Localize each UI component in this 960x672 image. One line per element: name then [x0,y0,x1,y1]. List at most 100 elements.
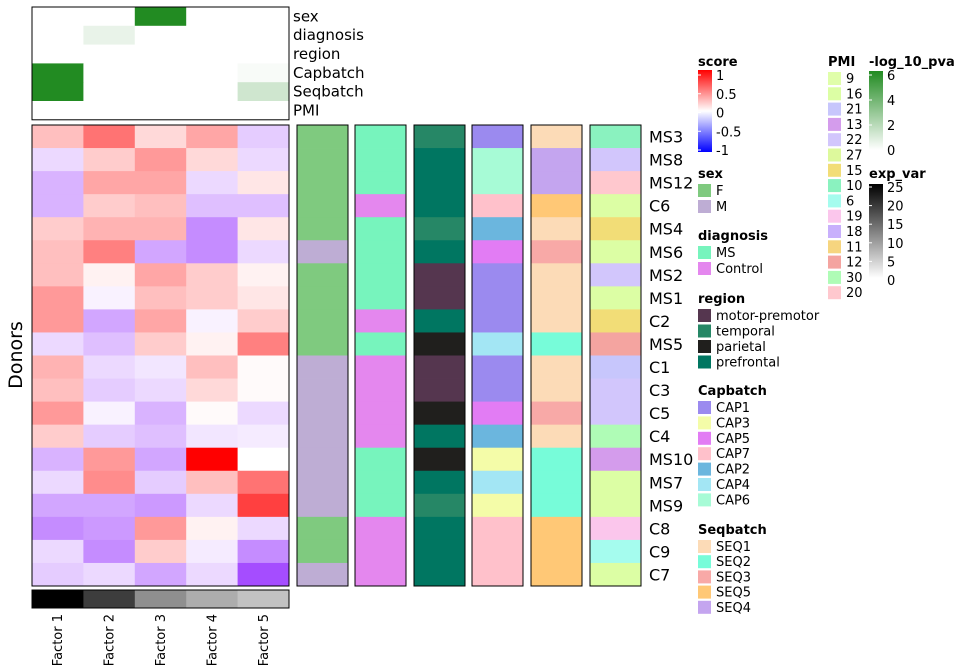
meta-cell-seqbatch [531,447,582,472]
donor-label: C8 [649,519,670,538]
score-cell [134,217,187,241]
legend-item-label: CAP2 [716,463,750,478]
meta-border [354,124,407,587]
legend-item-label: F [716,184,723,199]
score-cell [186,240,238,264]
score-cell [32,263,84,287]
meta-cell-region [414,286,465,310]
legend-item-label: M [716,200,727,215]
meta-cell-sex [297,309,348,333]
legend-tick-label: 1 [716,69,724,84]
factor-label: Factor 3 [154,614,169,666]
legend-item-label: 6 [846,194,854,209]
legend-swatch [828,255,841,269]
meta-cell-pmi [590,194,641,218]
score-cell [32,562,84,587]
score-cell [186,470,238,495]
score-cell [237,286,290,310]
score-cell [32,401,84,426]
meta-cell-capbatch [472,355,523,379]
legend-tick-label: 2 [887,119,895,134]
meta-cell-region [414,332,465,356]
legend-item-label: 20 [846,286,863,301]
score-cell [32,194,84,218]
score-cell [134,332,187,356]
meta-cell-sex [297,539,348,564]
score-cell [134,240,187,264]
metadata-tracks: MS3 MS8 MS12 C6 MS4 MS6 MS2 MS1 C2 MS5 C1 C3 C5 C4 MS1… [296,124,693,587]
score-cell [237,309,290,333]
score-cell [237,424,290,449]
exp-var-cell [134,590,187,608]
legend-gradient [869,71,883,150]
legend-swatch [698,462,711,476]
meta-cell-region [414,447,465,472]
score-cell [83,470,136,495]
score-cell [83,309,136,333]
meta-cell-sex [297,286,348,310]
score-cell [83,355,136,379]
score-cell [186,286,238,310]
score-cell [237,148,290,172]
meta-cell-pmi [590,309,641,333]
legend-swatch [698,262,711,275]
meta-cell-pmi [590,424,641,449]
legend-tick-label: 25 [887,181,904,196]
meta-cell-sex [297,171,348,195]
meta-cell-pmi [590,125,641,149]
factor-label: Factor 5 [257,614,272,666]
legend-swatch [698,540,711,553]
score-cell [237,125,290,149]
legend-tick-label: 5 [887,255,895,270]
score-cell [186,194,238,218]
legend-item-label: 9 [846,72,854,87]
meta-cell-region [414,516,465,541]
meta-cell-seqbatch [531,332,582,356]
meta-cell-diagnosis [355,378,406,402]
legend-item-label: CAP6 [716,493,750,508]
legend-item-label: 12 [846,256,863,271]
pvalue-cell [134,101,187,121]
meta-cell-capbatch [472,171,523,195]
legend-item-label: 22 [846,133,863,148]
legend-tick-label: 0.5 [716,88,737,103]
legend-swatch [698,493,711,507]
score-cell [83,539,136,564]
meta-cell-seqbatch [531,516,582,541]
meta-cell-sex [297,562,348,587]
score-cell [237,194,290,218]
legend-title: Capbatch [698,384,767,399]
pvalue-cell [237,7,290,27]
donor-label: MS7 [649,473,683,492]
score-cell [83,378,136,402]
legend-swatch [828,209,841,223]
score-cell [186,148,238,172]
legend-item-label: temporal [716,325,775,340]
legend-swatch [698,355,711,369]
legend-tick-label: 0 [887,274,895,289]
pvalue-cell [237,82,290,102]
exp-var-cell [32,590,84,608]
legend-item-label: CAP7 [716,447,750,462]
pvalue-cell [83,63,136,83]
donor-label: C9 [649,542,670,561]
score-cell [134,424,187,449]
pvalue-cell [32,82,84,102]
score-cell [134,125,187,149]
legend-tick-label: 6 [887,69,895,84]
meta-cell-capbatch [472,401,523,426]
meta-cell-pmi [590,493,641,518]
legend-swatch [698,324,711,338]
score-cell [83,286,136,310]
meta-cell-capbatch [472,263,523,287]
score-cell [186,217,238,241]
pvalue-cell [32,7,84,27]
pvalue-cell [134,25,187,45]
score-cell [32,493,84,518]
legend-item-label: 18 [846,225,863,240]
exp-var-cell [186,590,238,608]
legend-swatch [698,555,711,569]
exp-var-cell [237,590,290,608]
